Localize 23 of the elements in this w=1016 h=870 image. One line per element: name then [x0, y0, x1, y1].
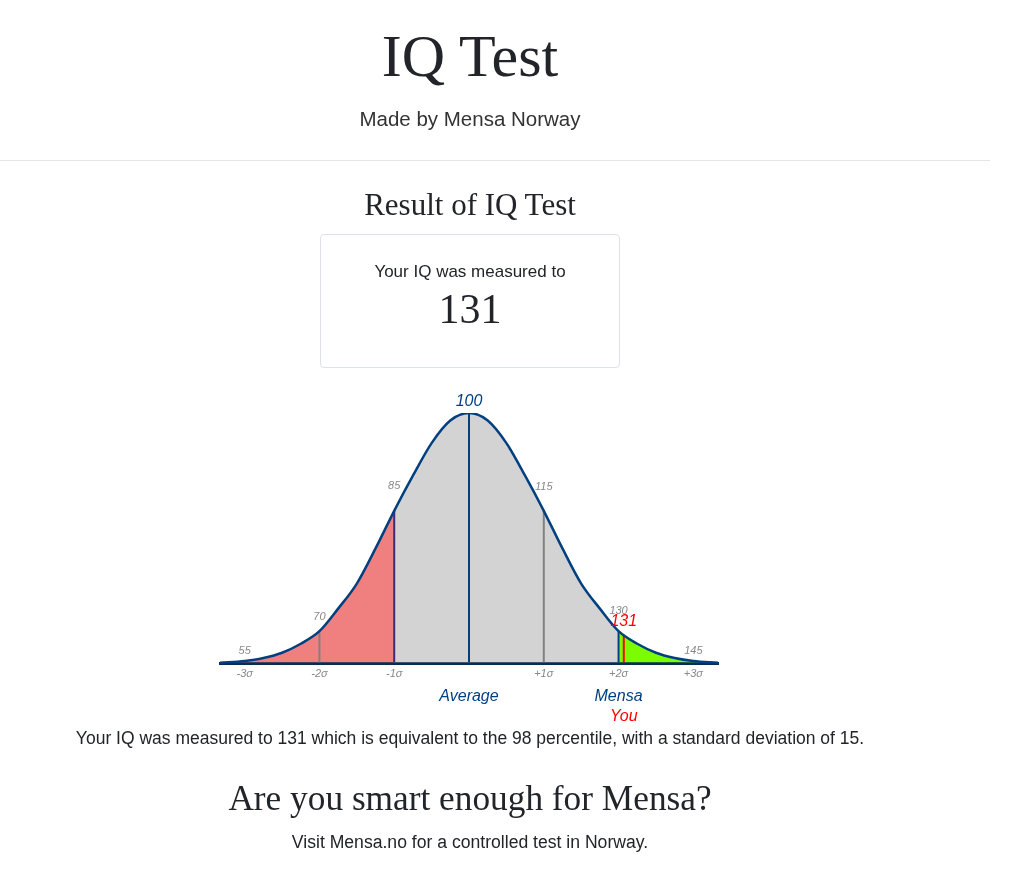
x-tick-label: -1σ	[386, 667, 403, 680]
ref-line-label: Average	[438, 686, 499, 704]
text: 131	[437, 285, 503, 333]
text: Are you smart enough for Mensa?	[227, 778, 713, 818]
chart-title: IQ Test	[380, 22, 560, 89]
x-tick-label: +2σ	[608, 667, 629, 680]
ref-line-label: You	[609, 706, 638, 724]
text: Your IQ was measured to	[373, 261, 567, 281]
text: Visit Mensa.no for a controlled test in Norway.	[290, 832, 650, 853]
x-tick-label: -3σ	[236, 667, 254, 680]
band-label: Mensa	[594, 686, 643, 704]
text: Result of IQ Test	[363, 187, 577, 223]
chart-subtitle: Made by Mensa Norway	[358, 107, 582, 132]
annotation: 100	[455, 392, 483, 410]
x-tick-label: +1σ	[534, 667, 554, 680]
x-tick-label: -2σ	[311, 667, 329, 680]
annotation: 145	[684, 643, 704, 656]
annotation: 70	[313, 609, 327, 622]
text: Your IQ was measured to 131 which is equivalent to the 98 percentile, with a standard deviation of 15.	[74, 728, 866, 749]
annotation: 115	[535, 479, 554, 492]
annotation: 55	[238, 644, 252, 657]
x-tick-label: +3σ	[683, 667, 704, 680]
annotation: 85	[388, 478, 402, 491]
